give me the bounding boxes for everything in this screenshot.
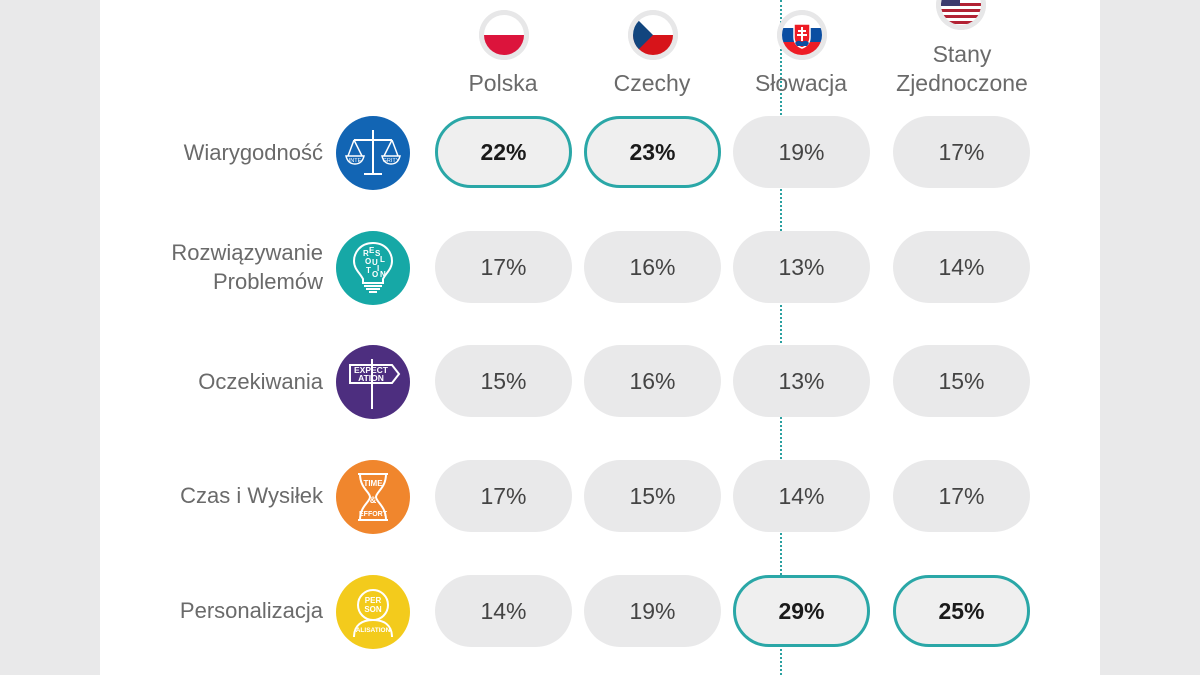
row-label-rozwiazywanie-problemow: Rozwiązywanie Problemów [171, 240, 323, 294]
us-column-divider [780, 0, 782, 675]
svg-text:O: O [372, 270, 378, 279]
svg-text:L: L [380, 255, 385, 264]
value-cell-r4-s-owacja: 14% [733, 460, 870, 532]
value-cell-r3-stany-zjednoczone: 15% [893, 345, 1030, 417]
svg-text:N: N [380, 270, 386, 279]
value-cell-r2-polska: 17% [435, 231, 572, 303]
svg-text:TIME: TIME [363, 479, 383, 488]
usa-flag-icon [936, 0, 986, 30]
value-cell-r3-s-owacja: 13% [733, 345, 870, 417]
column-label-czechy: Czechy [613, 70, 691, 96]
svg-text:&: & [370, 495, 377, 505]
column-label-stany-zjednoczone: Stany Zjednoczone [896, 41, 1028, 96]
value-cell-r5-czechy: 19% [584, 575, 721, 647]
time-effort-hourglass-icon: TIME & EFFORT [336, 460, 410, 534]
expectation-signpost-icon: EXPECT ATION [336, 345, 410, 419]
value-cell-r5-polska: 14% [435, 575, 572, 647]
integrity-scales-icon: INTE GRITY [336, 116, 410, 190]
svg-text:E: E [369, 246, 375, 255]
value-cell-r4-polska: 17% [435, 460, 572, 532]
svg-text:SON: SON [364, 605, 382, 614]
value-cell-r4-czechy: 15% [584, 460, 721, 532]
slovakia-flag-icon [777, 10, 827, 60]
svg-text:R: R [363, 249, 369, 258]
personalisation-head-icon: PER SON ALISATION [336, 575, 410, 649]
row-label-czas-i-wysilek: Czas i Wysiłek [180, 483, 323, 508]
svg-text:INTE: INTE [349, 158, 362, 164]
row-label-oczekiwania: Oczekiwania [198, 369, 323, 394]
value-cell-r1-s-owacja: 19% [733, 116, 870, 188]
poland-flag-icon [479, 10, 529, 60]
value-cell-r4-stany-zjednoczone: 17% [893, 460, 1030, 532]
svg-text:S: S [375, 249, 381, 258]
value-cell-r5-s-owacja: 29% [733, 575, 870, 647]
svg-text:PER: PER [365, 596, 382, 605]
svg-text:GRITY: GRITY [383, 158, 400, 164]
svg-text:ATION: ATION [358, 373, 384, 383]
svg-text:ALISATION: ALISATION [356, 627, 391, 634]
value-cell-r1-stany-zjednoczone: 17% [893, 116, 1030, 188]
value-cell-r1-polska: 22% [435, 116, 572, 188]
row-label-personalizacja: Personalizacja [179, 598, 323, 623]
value-cell-r3-polska: 15% [435, 345, 572, 417]
row-label-wiarygodnosc: Wiarygodność [183, 140, 323, 165]
value-cell-r2-stany-zjednoczone: 14% [893, 231, 1030, 303]
resolution-lightbulb-icon: R E S O L U T I O N [336, 231, 410, 305]
svg-text:EFFORT: EFFORT [359, 511, 388, 518]
czechia-flag-icon [628, 10, 678, 60]
chart-panel [100, 0, 1100, 675]
svg-text:U: U [372, 258, 378, 267]
value-cell-r1-czechy: 23% [584, 116, 721, 188]
column-label-slowacja: Słowacja [754, 70, 848, 96]
value-cell-r2-s-owacja: 13% [733, 231, 870, 303]
svg-text:T: T [366, 266, 371, 275]
svg-text:O: O [365, 257, 371, 266]
svg-text:I: I [377, 264, 379, 273]
column-label-polska: Polska [468, 70, 538, 96]
svg-text:EXPECT: EXPECT [354, 365, 389, 375]
value-cell-r3-czechy: 16% [584, 345, 721, 417]
value-cell-r5-stany-zjednoczone: 25% [893, 575, 1030, 647]
value-cell-r2-czechy: 16% [584, 231, 721, 303]
